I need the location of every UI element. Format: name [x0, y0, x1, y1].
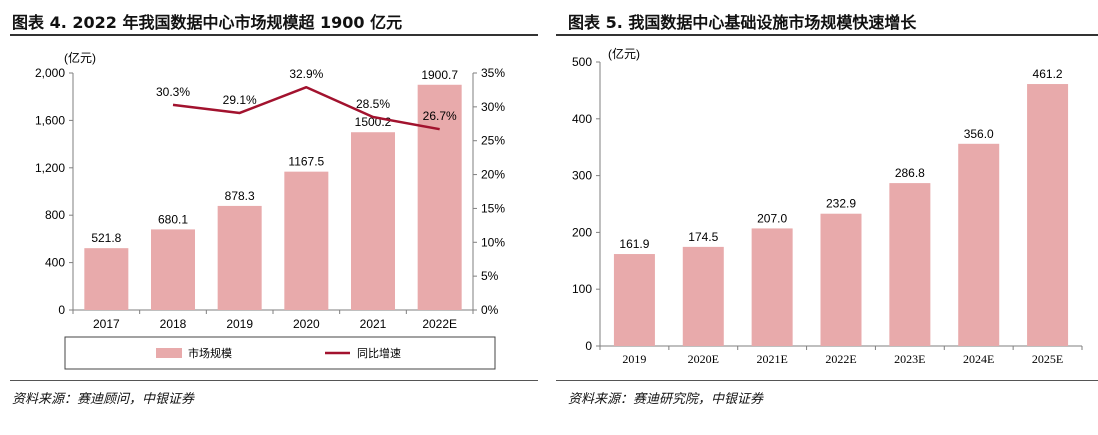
y-tick-label-right: 35%: [481, 66, 505, 80]
legend-label-line: 同比增速: [357, 346, 401, 360]
x-tick-label: 2022E: [422, 317, 457, 331]
y-tick-label-right: 0%: [481, 303, 499, 317]
bar-value-label: 356.0: [964, 127, 994, 141]
y-tick-label: 100: [572, 282, 592, 296]
y-tick-label-left: 1,600: [35, 113, 65, 127]
bar-value-label: 232.9: [826, 197, 856, 211]
x-tick-label: 2020E: [688, 352, 719, 366]
bar: [820, 213, 862, 346]
infrastructure-chart: (亿元) 0 100 200 300 400 500 161.9 2019 174.5 2020E 2…: [572, 46, 1083, 366]
bar: [958, 143, 1000, 346]
y-tick-label-right: 25%: [481, 134, 505, 148]
x-tick-label: 2023E: [894, 352, 925, 366]
chart-source: 资料来源：赛迪顾问，中银证券: [12, 392, 195, 407]
bar-value-label: 680.1: [158, 212, 188, 226]
bar: [613, 254, 655, 346]
y-tick-label: 200: [572, 225, 592, 239]
x-tick-label: 2021E: [756, 352, 787, 366]
bar-value-label: 521.8: [91, 231, 121, 245]
y-tick-label-left: 2,000: [35, 66, 65, 80]
y-tick-label-right: 15%: [481, 201, 505, 215]
y-tick-label: 500: [572, 55, 592, 69]
y-tick-label-left: 1,200: [35, 161, 65, 175]
y-tick-label: 400: [572, 112, 592, 126]
market-size-chart: (亿元) 0 400 800 1,200 1,600 2,000 0% 5% 10% 15% 20% 2…: [35, 50, 505, 370]
bar: [1027, 84, 1069, 347]
y-tick-label-left: 800: [45, 208, 65, 222]
y-tick-label-left: 0: [58, 303, 65, 317]
line-value-label: 30.3%: [156, 85, 190, 99]
x-tick-label: 2020: [293, 317, 320, 331]
line-value-label: 32.9%: [289, 67, 323, 81]
bar-value-label: 207.0: [757, 211, 787, 225]
bar-value-label: 174.5: [688, 230, 718, 244]
y-tick-label: 300: [572, 169, 592, 183]
bar: [284, 171, 329, 310]
legend-box: [64, 336, 496, 370]
bar: [151, 229, 195, 310]
y-axis-unit-label: (亿元): [608, 46, 640, 61]
chart-source: 资料来源：赛迪研究院，中银证券: [568, 392, 764, 407]
bar: [682, 246, 724, 346]
chart-panel-market-size: 图表 4. 2022 年我国数据中心市场规模超 1900 亿元 (亿元) 0 400…: [0, 0, 538, 435]
source-rule: [556, 380, 1098, 381]
line-value-label: 29.1%: [223, 93, 257, 107]
x-tick-label: 2021: [360, 317, 387, 331]
chart-panel-infrastructure: 图表 5. 我国数据中心基础设施市场规模快速增长 (亿元) 0 100 200 300 4…: [556, 0, 1098, 435]
x-tick-label: 2025E: [1032, 352, 1063, 366]
chart-title: 图表 4. 2022 年我国数据中心市场规模超 1900 亿元: [12, 13, 403, 32]
y-tick-label-left: 400: [45, 256, 65, 270]
bar: [889, 183, 931, 346]
line-value-label: 26.7%: [423, 109, 457, 123]
legend-label-bar: 市场规模: [188, 346, 232, 360]
title-rule: [10, 34, 538, 36]
bar: [751, 228, 793, 346]
bar: [351, 132, 395, 310]
x-tick-label: 2024E: [963, 352, 994, 366]
bar-value-label: 286.8: [895, 166, 925, 180]
x-tick-label: 2018: [160, 317, 187, 331]
y-tick-label-right: 5%: [481, 269, 499, 283]
bar: [217, 205, 262, 310]
x-tick-label: 2019: [226, 317, 253, 331]
bar-value-label: 878.3: [225, 189, 255, 203]
bar: [417, 84, 462, 310]
x-tick-label: 2019: [622, 352, 646, 366]
bar-value-label: 161.9: [619, 237, 649, 251]
x-tick-label: 2017: [93, 317, 120, 331]
growth-line: [172, 85, 440, 131]
y-tick-label-right: 20%: [481, 168, 505, 182]
bar-value-label: 1167.5: [288, 155, 324, 169]
title-rule: [556, 34, 1098, 36]
bar-value-label: 1900.7: [421, 68, 458, 82]
bar: [84, 248, 129, 310]
bar-value-label: 461.2: [1033, 67, 1063, 81]
x-tick-label: 2022E: [825, 352, 856, 366]
y-axis-unit-label: (亿元): [64, 50, 96, 65]
chart-title: 图表 5. 我国数据中心基础设施市场规模快速增长: [568, 13, 917, 32]
y-tick-label-right: 10%: [481, 235, 505, 249]
y-tick-label: 0: [585, 339, 592, 353]
source-rule: [10, 380, 538, 381]
line-value-label: 28.5%: [356, 97, 390, 111]
y-tick-label-right: 30%: [481, 100, 505, 114]
legend-swatch-bar: [156, 348, 182, 358]
